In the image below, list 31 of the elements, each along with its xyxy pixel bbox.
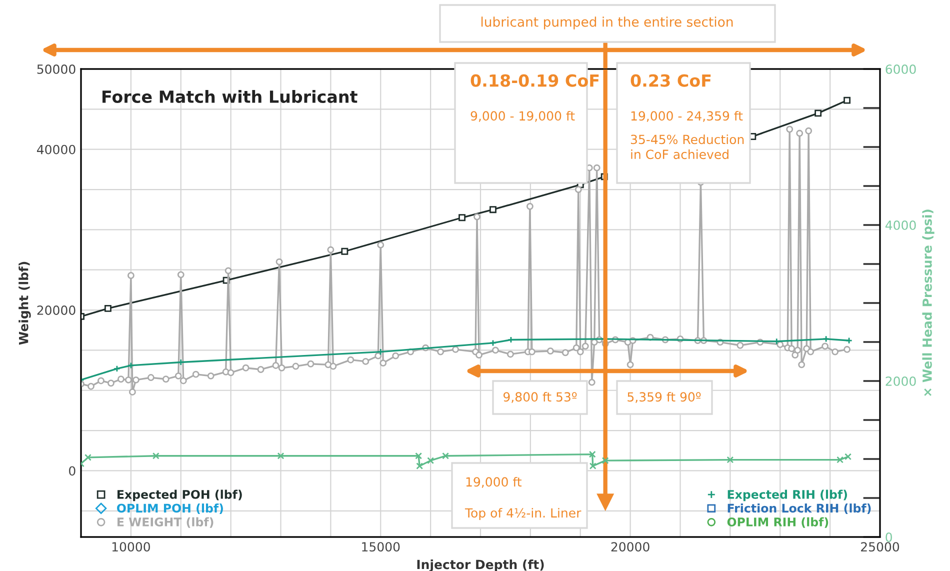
annotation: 9,000 - 19,000 ft	[470, 110, 575, 122]
y2-tick-label: 0	[886, 532, 892, 542]
x-tick-label: 15000	[362, 542, 400, 552]
y-tick-label: 0	[69, 466, 76, 476]
y-axis-title: Weight (lbf)	[18, 262, 31, 345]
y2-tick-label: 2000	[886, 376, 916, 386]
y-tick-label: 40000	[36, 144, 76, 154]
annotation: 19,000 ft	[466, 476, 522, 488]
y2-tick-label: 4000	[885, 220, 916, 230]
x-tick-label: 10000	[112, 542, 150, 552]
text: lubricant pumped in the entire section	[481, 16, 733, 30]
annotation: Top of 4½-in. Liner	[464, 508, 582, 520]
legend-label: Expected POH (lbf)	[118, 490, 242, 502]
annotation: 9,800 ft 53º	[503, 392, 577, 403]
y-tick-label: 20000	[37, 306, 76, 315]
legend-label: Friction Lock RIH (lbf)	[728, 504, 871, 514]
legend-label: OPLIM RIH (lbf)	[727, 517, 828, 528]
legend-label: E WEIGHT (lbf)	[118, 517, 214, 528]
x-tick-label: 20000	[611, 542, 650, 552]
y2-tick-label: 6000	[886, 64, 916, 74]
y-tick-label: 50000	[37, 64, 76, 74]
annotation: 0.18-0.19 CoF	[470, 74, 599, 87]
y2-axis-title: × Well Head Pressure (psi)	[922, 210, 934, 396]
legend-label: Expected RIH (lbf)	[728, 490, 847, 502]
annotation: 19,000 - 24,359 ft	[631, 110, 743, 122]
annotation: 0.23 CoF	[630, 74, 711, 87]
annotation: 35-45% Reduction in CoF achieved	[630, 134, 744, 160]
text: Force Match with Lubricant	[102, 90, 358, 103]
x-tick-label: 25000	[861, 542, 900, 552]
annotation: 5,359 ft 90º	[628, 392, 701, 403]
legend-label: OPLIM POH (lbf)	[117, 504, 223, 514]
